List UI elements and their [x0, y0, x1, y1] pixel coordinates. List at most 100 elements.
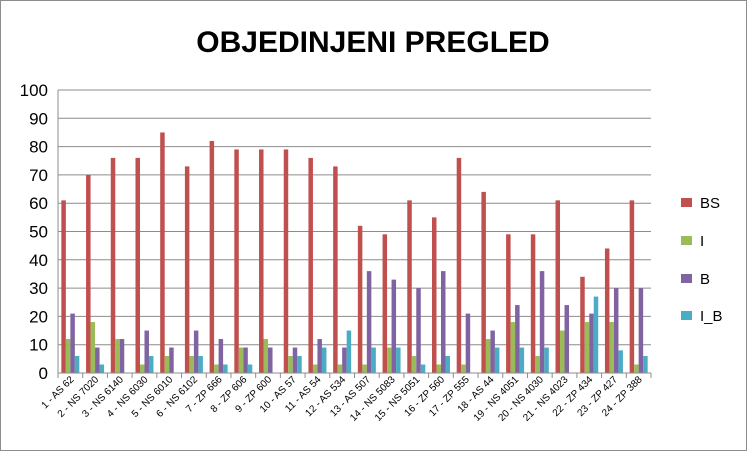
bar-b	[638, 288, 644, 373]
bar-i-b	[297, 356, 302, 373]
bar-b	[366, 271, 372, 373]
legend-swatch-i	[681, 236, 692, 245]
bar-i-b	[643, 356, 648, 373]
bar-bs	[86, 174, 91, 373]
y-tick-label: 60	[29, 194, 48, 213]
bar-b	[119, 339, 125, 373]
bar-bs	[530, 234, 536, 373]
bar-bs	[209, 140, 215, 373]
bar-bs	[555, 200, 561, 373]
legend-label-i-b: I_B	[700, 308, 723, 325]
y-tick-label: 50	[29, 223, 48, 242]
bar-i-b	[396, 347, 401, 373]
bar-i	[584, 322, 590, 373]
bar-i	[90, 322, 96, 373]
y-tick-label: 30	[29, 279, 48, 298]
bar-i	[535, 356, 540, 373]
bar-i	[214, 364, 219, 373]
bar-i-b	[371, 347, 376, 373]
bar-i	[411, 356, 417, 373]
bar-i	[238, 347, 244, 373]
legend-label-b: B	[700, 271, 710, 288]
bar-i-b	[420, 364, 426, 373]
bar-bs	[283, 149, 289, 373]
bar-i-b	[593, 296, 599, 373]
bar-i	[461, 364, 466, 373]
bar-bs	[604, 248, 610, 373]
y-tick-label: 100	[20, 81, 48, 100]
bar-b	[342, 347, 347, 373]
bar-i-b	[519, 347, 525, 373]
bar-i	[288, 356, 293, 373]
bar-bs	[580, 276, 585, 373]
bar-b	[416, 288, 421, 373]
bar-bs	[234, 149, 239, 373]
bar-i-b	[346, 330, 352, 373]
bar-b	[193, 330, 199, 373]
bar-bs	[259, 149, 264, 373]
bar-b	[564, 305, 570, 373]
bar-bs	[506, 234, 511, 373]
bar-bs	[431, 217, 437, 373]
bar-i	[560, 330, 565, 373]
bar-i	[436, 364, 441, 373]
bar-i-b	[494, 347, 500, 373]
legend-swatch-bs	[681, 198, 692, 207]
bar-b	[268, 347, 273, 373]
bar-i	[115, 339, 120, 373]
bar-bs	[333, 166, 338, 373]
y-axis-tick-labels: 0 10 20 30 40 50 60 70 80 90 100	[20, 81, 48, 383]
bar-i	[263, 339, 269, 373]
bar-bs	[61, 200, 66, 373]
bar-i	[609, 322, 614, 373]
bar-bs	[629, 200, 635, 373]
legend-swatch-b	[681, 274, 692, 283]
bar-i-b	[321, 347, 327, 373]
bar-bs	[184, 166, 190, 373]
bar-bs	[357, 225, 363, 373]
bar-b	[95, 347, 100, 373]
bar-i-b	[74, 356, 80, 373]
legend-swatch-i-b	[681, 311, 692, 320]
legend: BS I B I_B	[681, 195, 723, 325]
bar-b	[391, 279, 397, 373]
bar-i	[362, 364, 367, 373]
bar-b	[613, 288, 619, 373]
bar-i	[634, 364, 639, 373]
bar-b	[218, 339, 224, 373]
bar-bs	[308, 157, 313, 373]
bar-b	[243, 347, 248, 373]
bar-b	[589, 313, 594, 373]
bar-b	[292, 347, 298, 373]
chart-title: OBJEDINJENI PREGLED	[196, 26, 549, 59]
bar-b	[440, 271, 446, 373]
gridlines	[58, 89, 651, 346]
bar-b	[465, 313, 471, 373]
bar-i-b	[445, 356, 450, 373]
y-tick-label: 80	[29, 138, 48, 157]
bar-i	[485, 339, 491, 373]
bar-i	[65, 339, 71, 373]
bar-i-b	[99, 364, 105, 373]
bar-i	[387, 347, 392, 373]
bar-b	[490, 330, 495, 373]
bar-bs	[481, 191, 486, 373]
bar-bs	[135, 157, 140, 373]
bar-b	[317, 339, 322, 373]
bar-i	[189, 356, 194, 373]
bar-i	[510, 322, 516, 373]
bar-i	[312, 364, 318, 373]
bar-bs	[110, 157, 116, 373]
bar-bs	[456, 157, 462, 373]
legend-label-i: I	[700, 233, 704, 250]
bar-i-b	[247, 364, 253, 373]
bar-i-b	[198, 356, 203, 373]
bar-bs	[407, 200, 412, 373]
y-tick-label: 70	[29, 166, 48, 185]
y-tick-label: 90	[29, 109, 48, 128]
bar-b	[539, 271, 545, 373]
bar-i-b	[618, 350, 623, 373]
bar-b	[144, 330, 149, 373]
